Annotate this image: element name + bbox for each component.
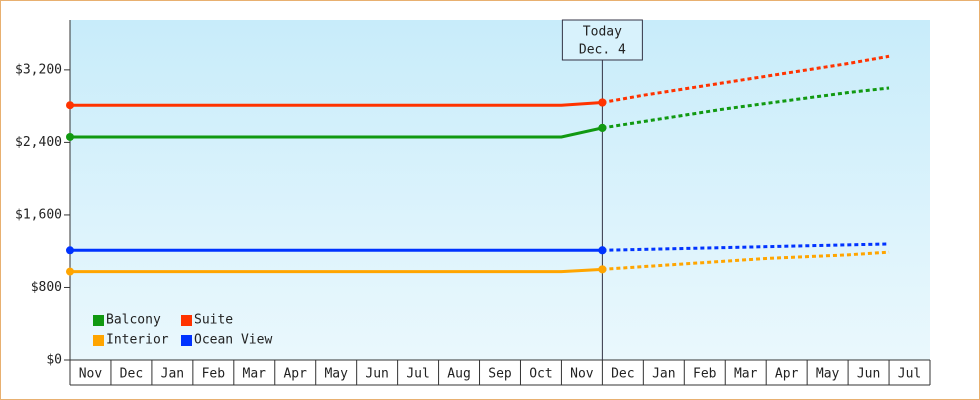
forecast-line xyxy=(602,54,890,104)
x-tick-label: Aug xyxy=(447,367,470,382)
x-tick-label: Dec xyxy=(120,367,143,382)
legend-swatch xyxy=(181,315,192,326)
y-tick-label: $800 xyxy=(31,280,62,295)
x-tick-label: May xyxy=(816,367,840,382)
legend-swatch xyxy=(181,335,192,346)
point xyxy=(66,267,74,276)
legend-swatch xyxy=(93,315,104,326)
point xyxy=(66,246,74,255)
today-label: Today xyxy=(583,25,622,40)
legend-label: Balcony xyxy=(106,313,161,328)
y-tick-label: $3,200 xyxy=(15,62,62,77)
y-tick-label: $0 xyxy=(46,353,62,368)
x-tick-label: Apr xyxy=(283,367,307,382)
x-tick-label: Jun xyxy=(857,367,880,382)
price-line xyxy=(70,126,603,139)
x-tick-label: Jun xyxy=(365,367,388,382)
x-tick-label: Jul xyxy=(406,367,429,382)
point xyxy=(598,265,607,274)
x-tick-label: Jan xyxy=(161,367,184,382)
point xyxy=(66,132,74,141)
x-tick-label: Nov xyxy=(79,367,103,382)
point xyxy=(598,123,607,132)
x-tick-label: Apr xyxy=(775,367,799,382)
x-tick-label: Mar xyxy=(243,367,267,382)
x-tick-label: Nov xyxy=(570,367,594,382)
x-tick-label: Feb xyxy=(202,367,226,382)
x-tick-label: Sep xyxy=(488,367,512,382)
x-tick-label: Dec xyxy=(611,367,634,382)
point xyxy=(66,101,74,110)
forecast-line xyxy=(602,250,890,271)
y-tick-label: $2,400 xyxy=(15,135,62,150)
legend-label: Interior xyxy=(106,333,169,348)
legend-swatch xyxy=(93,335,104,346)
forecast-line xyxy=(602,242,890,252)
today-box xyxy=(561,19,643,61)
x-tick-label: Feb xyxy=(693,367,717,382)
x-tick-label: Mar xyxy=(734,367,758,382)
legend-label: Ocean View xyxy=(194,333,272,348)
today-label: Dec. 4 xyxy=(579,43,626,58)
forecast-line xyxy=(602,86,890,130)
x-tick-label: Jan xyxy=(652,367,675,382)
legend-label: Suite xyxy=(194,313,233,328)
x-tick-label: Oct xyxy=(529,367,552,382)
price-line xyxy=(70,267,603,274)
x-tick-label: Jul xyxy=(898,367,921,382)
point xyxy=(598,98,607,107)
plot-area xyxy=(70,20,930,360)
point xyxy=(598,246,607,255)
x-tick-label: May xyxy=(324,367,348,382)
price-line xyxy=(70,101,603,107)
y-tick-label: $1,600 xyxy=(15,207,62,222)
